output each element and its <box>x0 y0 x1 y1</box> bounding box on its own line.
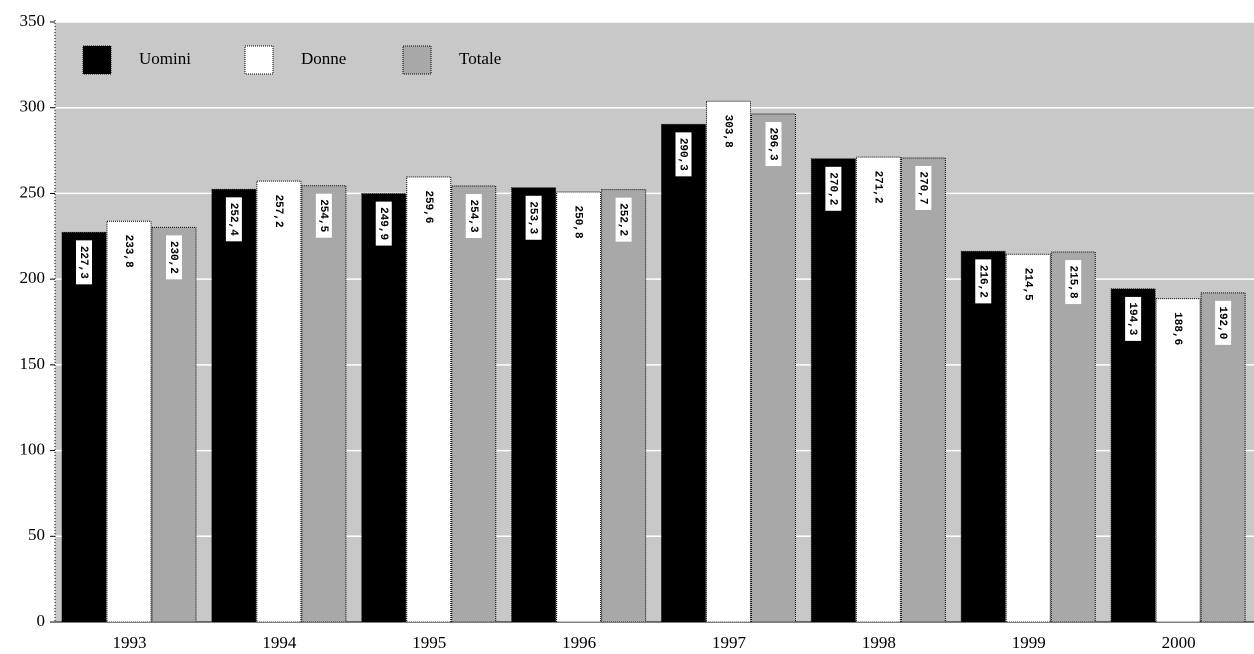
value-label-background <box>1125 296 1142 341</box>
legend-swatch <box>402 45 432 75</box>
value-label: 250,8 <box>572 206 584 239</box>
value-label-background <box>465 194 482 239</box>
value-label-background <box>1065 260 1082 305</box>
value-label: 252,2 <box>617 203 629 236</box>
value-label-background <box>675 132 692 177</box>
bar <box>451 185 497 623</box>
bar <box>1005 253 1051 623</box>
bar <box>361 193 407 623</box>
value-label-background <box>870 165 887 210</box>
value-label-background <box>121 229 137 274</box>
value-label-background <box>166 235 182 280</box>
bar <box>810 158 856 623</box>
value-label: 270,7 <box>916 171 928 204</box>
value-label-background <box>615 197 632 242</box>
x-tick-label: 1994 <box>262 633 297 652</box>
value-label: 216,2 <box>976 265 988 298</box>
value-label-background <box>76 240 92 285</box>
bar <box>960 250 1006 623</box>
bar <box>751 113 796 623</box>
bar <box>706 100 751 623</box>
y-tick-label: 50 <box>28 525 45 544</box>
value-label-background <box>525 195 542 240</box>
bar <box>556 191 602 623</box>
value-label: 188,6 <box>1171 312 1183 345</box>
value-label: 259,6 <box>422 190 434 223</box>
bar <box>211 188 257 623</box>
x-tick-label: 1997 <box>712 633 747 652</box>
value-label-background <box>225 197 242 242</box>
y-tick-label: 150 <box>20 354 46 373</box>
value-label: 194,3 <box>1126 302 1138 335</box>
bar <box>61 231 107 623</box>
bar <box>1050 251 1096 623</box>
bar <box>151 226 197 623</box>
legend-swatch <box>82 45 112 75</box>
value-label-background <box>1215 300 1232 345</box>
value-label: 252,4 <box>227 203 239 236</box>
value-label-background <box>765 122 782 167</box>
x-tick-label: 1995 <box>412 633 446 652</box>
value-label: 233,8 <box>122 235 134 268</box>
y-tick-label: 200 <box>20 268 46 287</box>
value-label: 214,5 <box>1021 268 1033 301</box>
value-label: 257,2 <box>272 195 284 228</box>
value-label: 271,2 <box>871 171 883 204</box>
value-label: 270,2 <box>826 172 838 205</box>
value-label: 253,3 <box>527 201 539 234</box>
legend-label: Totale <box>459 49 501 68</box>
bar <box>511 187 557 623</box>
value-label-background <box>825 166 842 211</box>
value-label-background <box>1170 306 1187 351</box>
bar <box>855 156 901 623</box>
bar <box>661 123 706 623</box>
legend-label: Donne <box>301 49 346 68</box>
value-label-background <box>315 193 332 238</box>
value-label: 254,3 <box>467 200 479 233</box>
value-label: 303,8 <box>722 115 734 148</box>
x-tick-label: 1998 <box>862 633 896 652</box>
value-label: 290,3 <box>677 138 689 171</box>
value-label: 192,0 <box>1216 306 1228 339</box>
bar <box>1110 288 1156 623</box>
value-label-background <box>720 109 737 154</box>
bar <box>301 185 347 623</box>
value-label: 249,9 <box>377 207 389 240</box>
x-tick-label: 2000 <box>1162 633 1196 652</box>
bar <box>106 220 152 623</box>
value-label: 254,5 <box>317 199 329 232</box>
y-tick-label: 350 <box>20 11 46 30</box>
bar <box>900 157 946 623</box>
bar <box>256 180 302 623</box>
x-tick-label: 1999 <box>1012 633 1046 652</box>
x-tick-label: 1996 <box>562 633 596 652</box>
value-label-background <box>420 184 437 229</box>
value-label-background <box>570 200 587 245</box>
value-label: 230,2 <box>167 241 179 274</box>
value-label: 227,3 <box>77 246 89 279</box>
value-label-background <box>375 201 392 246</box>
x-tick-label: 1993 <box>113 633 147 652</box>
y-tick-label: 100 <box>20 439 46 458</box>
value-label: 296,3 <box>767 128 779 161</box>
legend-swatch <box>244 45 274 75</box>
y-tick-label: 300 <box>20 97 46 116</box>
bar <box>1155 298 1201 623</box>
value-label: 215,8 <box>1066 266 1078 299</box>
bar <box>601 189 647 623</box>
value-label-background <box>975 259 992 304</box>
value-label-background <box>270 189 287 234</box>
value-label-background <box>1020 262 1037 307</box>
y-tick-label: 0 <box>37 611 46 630</box>
y-tick-label: 250 <box>20 182 46 201</box>
legend-label: Uomini <box>139 49 191 68</box>
bar <box>1200 292 1246 623</box>
value-label-background <box>915 165 932 210</box>
bar <box>406 176 452 623</box>
